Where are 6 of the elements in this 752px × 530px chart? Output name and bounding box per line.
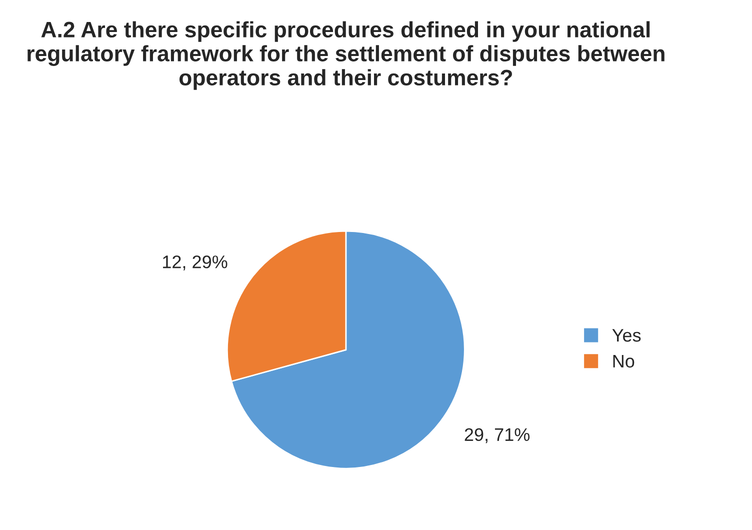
legend-label: Yes: [612, 329, 641, 342]
pie-slice: [230, 230, 466, 470]
chart-title: A.2 Are there specific procedures defined in your national regulatory framework for the settlement of disputes between operators and their costumers?: [28, 21, 664, 90]
data-label: 29, 71%: [464, 428, 530, 444]
data-label: 12, 29%: [163, 255, 228, 270]
legend-label: No: [613, 354, 634, 368]
